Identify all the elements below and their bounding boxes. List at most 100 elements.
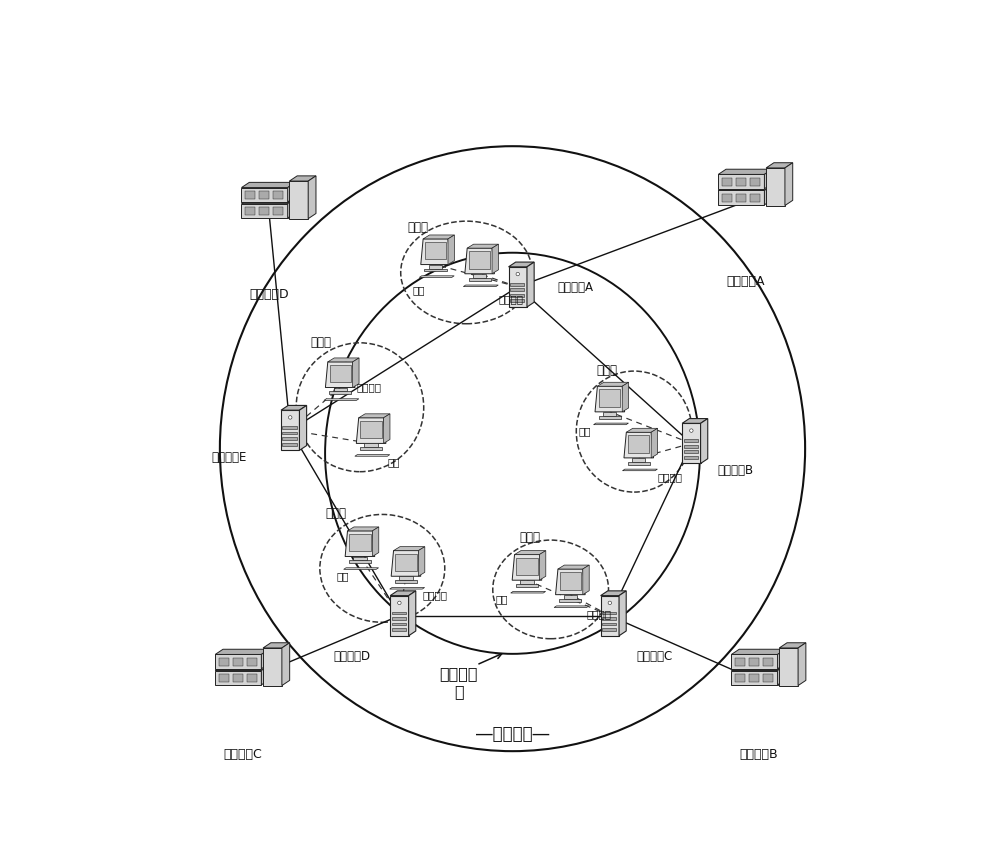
Text: 超级节点
层: 超级节点 层: [439, 664, 478, 699]
Text: 用户: 用户: [495, 594, 508, 604]
Bar: [510, 300, 524, 303]
Bar: [473, 275, 486, 278]
Polygon shape: [299, 406, 307, 451]
Bar: [392, 629, 406, 631]
Text: 用户组: 用户组: [310, 336, 331, 349]
Bar: [334, 388, 347, 392]
Polygon shape: [356, 418, 386, 444]
Polygon shape: [418, 547, 425, 577]
Circle shape: [289, 416, 292, 420]
Bar: [395, 581, 417, 583]
Polygon shape: [215, 665, 269, 670]
Bar: [353, 557, 367, 560]
Polygon shape: [394, 547, 425, 551]
Bar: [392, 623, 406, 626]
Polygon shape: [682, 419, 708, 424]
Polygon shape: [465, 249, 494, 275]
Circle shape: [690, 429, 693, 432]
Polygon shape: [390, 588, 425, 589]
Bar: [349, 560, 371, 564]
Bar: [233, 659, 243, 666]
Text: 用户: 用户: [388, 457, 400, 467]
Polygon shape: [390, 596, 409, 636]
Text: 超级节点C: 超级节点C: [636, 649, 672, 662]
Text: 中心存储A: 中心存储A: [727, 275, 765, 287]
Polygon shape: [601, 596, 619, 636]
Bar: [282, 426, 297, 429]
Polygon shape: [682, 424, 701, 464]
Polygon shape: [764, 186, 772, 206]
Bar: [392, 612, 406, 615]
Bar: [632, 458, 645, 462]
Polygon shape: [622, 470, 657, 471]
Bar: [735, 675, 745, 682]
Polygon shape: [718, 175, 764, 189]
Bar: [510, 294, 524, 298]
Polygon shape: [391, 551, 421, 577]
Bar: [516, 584, 538, 588]
Bar: [628, 436, 649, 453]
Polygon shape: [215, 670, 261, 685]
Bar: [330, 366, 351, 383]
Polygon shape: [718, 191, 764, 206]
Bar: [599, 390, 620, 407]
Polygon shape: [241, 205, 288, 218]
Polygon shape: [289, 182, 308, 219]
Bar: [425, 243, 446, 260]
Polygon shape: [324, 399, 359, 401]
Text: 用户组: 用户组: [519, 531, 540, 543]
Polygon shape: [731, 670, 778, 685]
Circle shape: [608, 601, 612, 605]
Bar: [722, 179, 732, 187]
Bar: [520, 581, 534, 584]
Polygon shape: [798, 643, 806, 686]
Bar: [259, 208, 269, 216]
Polygon shape: [764, 170, 772, 189]
Polygon shape: [353, 358, 359, 388]
Bar: [684, 451, 698, 454]
Bar: [684, 456, 698, 459]
Polygon shape: [289, 177, 316, 182]
Polygon shape: [325, 363, 355, 388]
Polygon shape: [421, 240, 450, 265]
Polygon shape: [624, 432, 654, 458]
Bar: [559, 599, 581, 602]
Polygon shape: [594, 424, 628, 425]
Bar: [564, 595, 577, 599]
Text: 用户组: 用户组: [325, 507, 346, 519]
Bar: [392, 618, 406, 620]
Bar: [749, 675, 759, 682]
Bar: [736, 194, 746, 203]
Bar: [736, 179, 746, 187]
Polygon shape: [359, 415, 390, 418]
Bar: [259, 192, 269, 200]
Bar: [750, 194, 760, 203]
Bar: [722, 194, 732, 203]
Bar: [599, 416, 621, 420]
Bar: [684, 440, 698, 443]
Polygon shape: [626, 429, 658, 432]
Polygon shape: [511, 592, 546, 594]
Bar: [273, 208, 283, 216]
Text: ―中心存储―: ―中心存储―: [476, 724, 549, 742]
Polygon shape: [448, 235, 454, 265]
Bar: [469, 252, 490, 270]
Bar: [684, 445, 698, 448]
Polygon shape: [372, 527, 379, 557]
Bar: [245, 208, 255, 216]
Polygon shape: [619, 591, 626, 636]
Polygon shape: [288, 200, 295, 218]
Bar: [602, 618, 616, 620]
Polygon shape: [766, 164, 793, 169]
Polygon shape: [766, 169, 785, 206]
Polygon shape: [785, 164, 793, 206]
Polygon shape: [423, 235, 454, 240]
Polygon shape: [281, 406, 307, 410]
Text: 组员节点: 组员节点: [422, 589, 447, 600]
Polygon shape: [778, 649, 785, 669]
Polygon shape: [731, 665, 785, 670]
Bar: [360, 448, 382, 450]
Text: 用户: 用户: [578, 426, 591, 436]
Polygon shape: [554, 606, 589, 608]
Polygon shape: [263, 643, 290, 648]
